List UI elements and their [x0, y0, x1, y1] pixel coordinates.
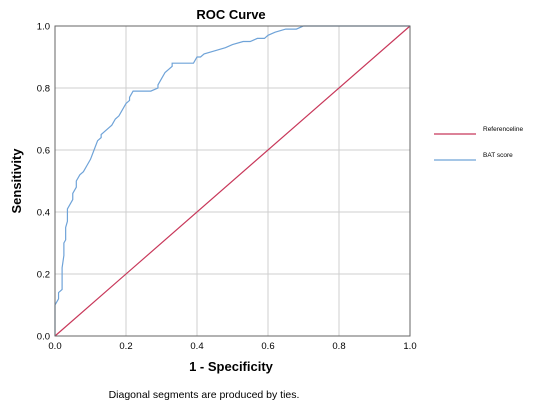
x-tick-label: 0.6 [261, 341, 274, 352]
x-tick-label: 0.8 [332, 341, 345, 352]
legend-label-bat-score: BAT score [483, 152, 513, 159]
x-axis-label: 1 - Specificity [189, 359, 274, 374]
x-tick-label: 0.2 [119, 341, 132, 352]
plot-frame [54, 25, 411, 337]
y-tick-label: 0.8 [37, 84, 50, 95]
x-tick-label: 0.4 [190, 341, 203, 352]
y-tick-label: 0.0 [37, 332, 50, 343]
legend-label-referenceline: Referenceline [483, 126, 523, 133]
y-tick-label: 0.2 [37, 270, 50, 281]
footnote: Diagonal segments are produced by ties. [109, 389, 300, 401]
y-tick-label: 1.0 [37, 22, 50, 33]
series-line-bat-score [54, 25, 410, 336]
x-tick-label: 0.0 [48, 341, 61, 352]
x-tick-label: 1.0 [403, 341, 416, 352]
y-tick-label: 0.6 [37, 146, 50, 157]
legend: Referenceline BAT score [434, 126, 523, 161]
tick-labels: 0.0 0.2 0.4 0.6 0.8 1.0 0.0 0.2 0.4 0.6 0.8 1.0 [37, 22, 417, 353]
y-tick-label: 0.4 [37, 208, 50, 219]
y-axis-label: Sensitivity [9, 148, 24, 214]
series-layer [54, 25, 411, 337]
series-line-referenceline [54, 25, 411, 337]
chart-title: ROC Curve [196, 7, 265, 22]
